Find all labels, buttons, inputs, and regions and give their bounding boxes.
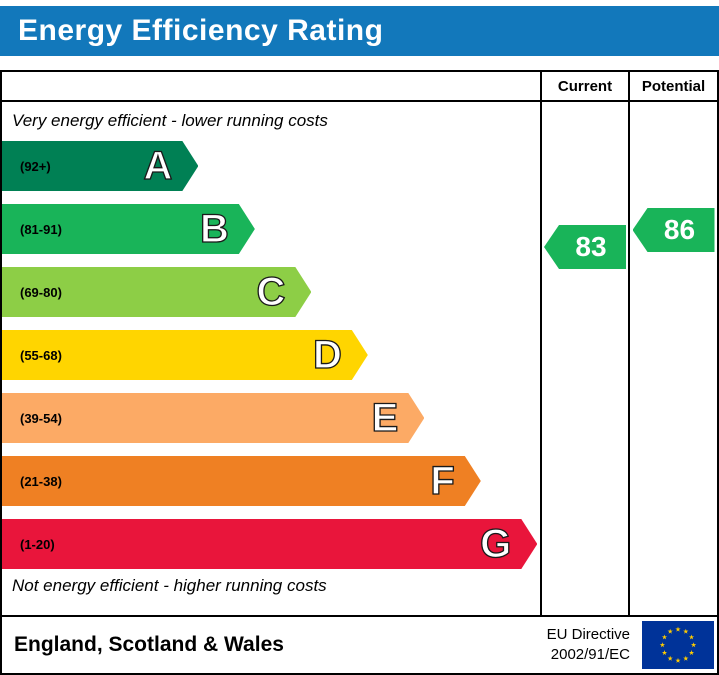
title-banner: Energy Efficiency Rating — [0, 6, 719, 56]
band-range-label: (21-38) — [20, 473, 62, 489]
epc-rating-chart: Current Potential Very energy efficient … — [0, 70, 719, 675]
region-label: England, Scotland & Wales — [14, 633, 284, 656]
band-d: (55-68) D — [2, 330, 368, 380]
page-title: Energy Efficiency Rating — [18, 14, 384, 47]
band-letter: C — [256, 270, 286, 314]
eu-directive-label: EU Directive 2002/91/EC — [547, 625, 630, 666]
band-chart-area: Very energy efficient - lower running co… — [2, 102, 540, 615]
band-e: (39-54) E — [2, 393, 424, 443]
band-letter: B — [199, 207, 229, 251]
band-range-label: (81-91) — [20, 221, 62, 237]
band-g: (1-20) G — [2, 519, 537, 569]
band-range-label: (92+) — [20, 158, 51, 174]
band-c: (69-80) C — [2, 267, 311, 317]
current-rating-column: 83 — [540, 102, 628, 615]
potential-column-header: Potential — [628, 72, 717, 102]
rating-bands: (92+) A (81-91) B (69-80) C (55-68) D (3… — [2, 136, 540, 571]
current-column-header: Current — [540, 72, 628, 102]
band-letter: E — [371, 396, 399, 440]
chart-header-spacer — [2, 72, 540, 102]
current-rating-value: 83 — [575, 231, 607, 262]
potential-rating-arrow: 86 — [632, 208, 715, 252]
band-letter: F — [430, 459, 455, 503]
potential-rating-value: 86 — [663, 214, 696, 245]
band-range-label: (69-80) — [20, 284, 62, 300]
eu-directive-line1: EU Directive — [546, 625, 630, 643]
top-note: Very energy efficient - lower running co… — [12, 111, 328, 130]
band-letter: A — [143, 144, 173, 188]
bottom-note: Not energy efficient - higher running co… — [12, 576, 327, 595]
potential-rating-column: 86 — [628, 102, 717, 615]
band-a: (92+) A — [2, 141, 198, 191]
current-rating-arrow: 83 — [544, 225, 626, 269]
eu-flag-icon — [642, 621, 714, 669]
eu-directive-line2: 2002/91/EC — [550, 646, 630, 663]
band-letter: D — [312, 333, 342, 377]
chart-footer: England, Scotland & Wales EU Directive 2… — [2, 615, 717, 673]
band-range-label: (1-20) — [20, 536, 55, 552]
band-f: (21-38) F — [2, 456, 481, 506]
band-range-label: (39-54) — [20, 410, 62, 426]
band-letter: G — [480, 522, 512, 566]
band-b: (81-91) B — [2, 204, 255, 254]
band-range-label: (55-68) — [20, 347, 62, 363]
